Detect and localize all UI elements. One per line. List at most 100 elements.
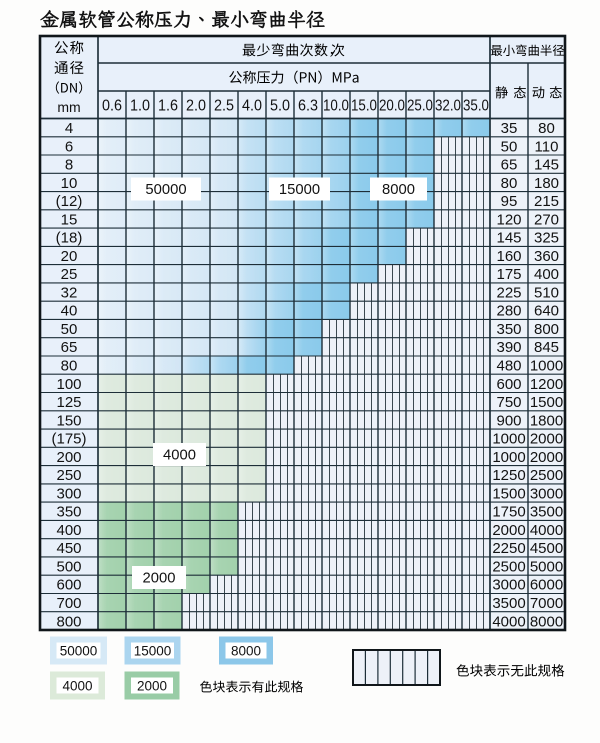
svg-text:7000: 7000 [530,595,563,612]
svg-text:800: 800 [56,613,81,630]
svg-text:2000: 2000 [492,522,525,539]
svg-text:325: 325 [534,230,559,247]
svg-text:2500: 2500 [530,467,563,484]
svg-text:120: 120 [496,211,521,228]
svg-text:8000: 8000 [231,643,261,658]
svg-text:35: 35 [501,120,518,137]
svg-text:640: 640 [534,303,559,320]
svg-text:510: 510 [534,284,559,301]
svg-text:845: 845 [534,339,559,356]
svg-text:50000: 50000 [60,643,98,658]
svg-text:180: 180 [534,175,559,192]
svg-text:(18): (18) [56,230,83,247]
svg-text:5.0: 5.0 [270,97,290,114]
svg-text:500: 500 [56,559,81,576]
svg-text:125: 125 [56,394,81,411]
svg-text:150: 150 [56,412,81,429]
svg-text:mm: mm [57,99,80,115]
svg-text:6.3: 6.3 [298,97,318,114]
svg-text:3500: 3500 [492,595,525,612]
svg-text:(175): (175) [51,431,86,448]
svg-text:175: 175 [496,266,521,283]
svg-text:1.0: 1.0 [130,97,150,114]
svg-text:20: 20 [61,248,78,265]
svg-text:160: 160 [496,248,521,265]
svg-text:10: 10 [61,175,78,192]
svg-text:600: 600 [56,577,81,594]
svg-text:1500: 1500 [530,394,563,411]
svg-text:1750: 1750 [492,504,525,521]
svg-text:80: 80 [61,358,78,375]
svg-text:4500: 4500 [530,540,563,557]
svg-text:1000: 1000 [492,431,525,448]
svg-text:40: 40 [61,303,78,320]
svg-text:3000: 3000 [492,577,525,594]
svg-text:4: 4 [65,120,73,137]
svg-text:110: 110 [535,138,559,155]
svg-text:350: 350 [56,504,81,521]
svg-text:10.0: 10.0 [323,97,349,114]
svg-text:145: 145 [496,230,521,247]
svg-text:4000: 4000 [530,522,563,539]
svg-text:3000: 3000 [530,485,563,502]
svg-text:600: 600 [496,376,521,393]
svg-text:20.0: 20.0 [379,97,405,114]
svg-text:(12): (12) [56,193,83,210]
svg-text:32: 32 [61,284,78,301]
svg-text:50000: 50000 [145,182,186,198]
svg-text:1000: 1000 [492,449,525,466]
svg-text:8: 8 [65,157,73,174]
svg-text:280: 280 [496,303,521,320]
svg-text:215: 215 [534,193,559,210]
svg-text:270: 270 [534,211,559,228]
svg-text:3500: 3500 [530,504,563,521]
svg-text:6000: 6000 [530,577,563,594]
svg-text:4000: 4000 [163,448,196,464]
svg-text:80: 80 [538,120,555,137]
svg-text:25: 25 [61,266,78,283]
svg-text:100: 100 [56,376,81,393]
svg-text:50: 50 [61,321,78,338]
svg-text:8000: 8000 [530,613,563,630]
svg-text:2000: 2000 [530,449,563,466]
svg-text:225: 225 [496,284,521,301]
svg-text:1250: 1250 [492,467,525,484]
svg-text:2.0: 2.0 [186,97,206,114]
svg-text:145: 145 [534,157,559,174]
svg-text:1800: 1800 [530,412,563,429]
svg-text:32.0: 32.0 [435,97,461,114]
svg-text:80: 80 [501,175,518,192]
svg-text:200: 200 [56,449,81,466]
svg-text:0.6: 0.6 [102,97,122,114]
svg-text:2500: 2500 [492,559,525,576]
svg-text:95: 95 [501,193,518,210]
svg-text:800: 800 [534,321,559,338]
svg-text:2250: 2250 [492,540,525,557]
svg-text:450: 450 [56,540,81,557]
svg-text:1.6: 1.6 [158,97,178,114]
svg-text:15: 15 [61,211,78,228]
svg-text:4.0: 4.0 [242,97,262,114]
svg-text:50: 50 [501,138,518,155]
svg-text:2000: 2000 [143,571,176,587]
svg-text:15000: 15000 [279,182,320,198]
svg-text:1000: 1000 [530,358,563,375]
svg-text:35.0: 35.0 [463,97,489,114]
svg-text:2000: 2000 [137,678,167,693]
svg-text:700: 700 [56,595,81,612]
svg-text:750: 750 [496,394,521,411]
svg-text:480: 480 [496,358,521,375]
svg-text:65: 65 [501,157,518,174]
svg-text:2.5: 2.5 [214,97,234,114]
svg-text:15000: 15000 [134,643,172,658]
svg-text:350: 350 [496,321,521,338]
svg-text:900: 900 [496,412,521,429]
svg-text:390: 390 [496,339,521,356]
svg-text:400: 400 [534,266,559,283]
svg-text:65: 65 [61,339,78,356]
svg-text:25.0: 25.0 [407,97,433,114]
svg-text:8000: 8000 [382,182,415,198]
svg-text:1200: 1200 [530,376,563,393]
svg-text:2000: 2000 [530,431,563,448]
svg-text:400: 400 [56,522,81,539]
